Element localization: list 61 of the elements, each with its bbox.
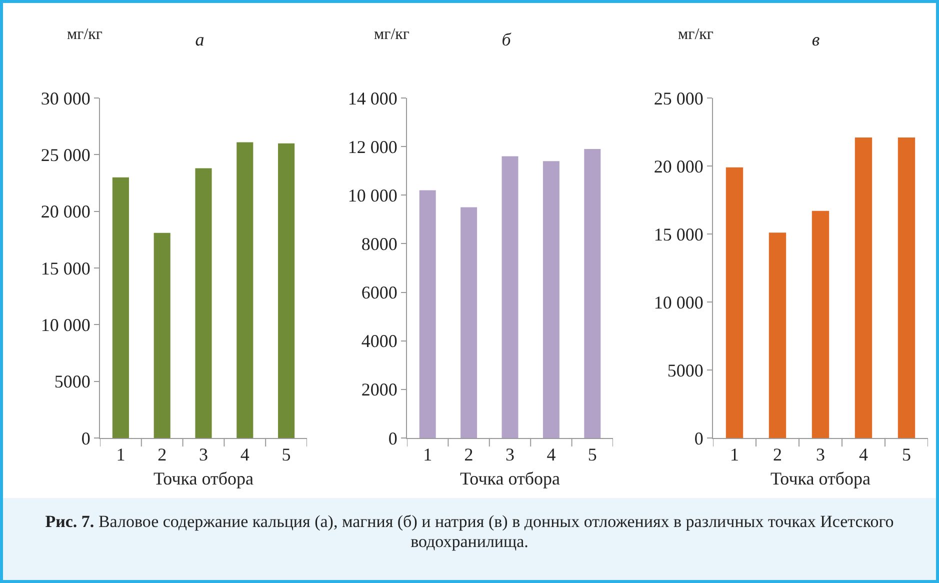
x-axis-title: Точка отбора — [770, 468, 870, 489]
x-tick-label: 3 — [199, 444, 208, 465]
y-tick-label: 8000 — [361, 234, 398, 254]
x-tick-label: 2 — [464, 444, 474, 465]
x-axis-title: Точка отбора — [154, 468, 254, 489]
bar — [460, 207, 478, 438]
x-tick-label: 2 — [158, 444, 167, 465]
bar — [502, 156, 518, 438]
bar — [768, 232, 786, 438]
bar — [898, 137, 916, 438]
y-tick-label: 5000 — [667, 360, 704, 380]
y-tick-label: 14 000 — [348, 88, 398, 108]
y-tick-label: 10 000 — [348, 185, 398, 206]
x-tick-label: 4 — [240, 444, 250, 465]
y-axis-title: мг/кг — [67, 26, 103, 43]
bar — [584, 149, 601, 438]
x-tick-label: 2 — [773, 444, 782, 465]
y-tick-label: 15 000 — [654, 224, 704, 244]
y-tick-label: 15 000 — [40, 258, 90, 278]
bar — [278, 143, 295, 438]
chart-title: б — [502, 30, 512, 50]
x-tick-label: 1 — [423, 444, 432, 465]
x-tick-label: 5 — [902, 444, 911, 465]
x-tick-label: 4 — [859, 444, 868, 465]
y-tick-label: 6000 — [361, 282, 398, 303]
bar — [236, 142, 254, 438]
x-tick-label: 4 — [546, 444, 556, 465]
y-tick-label: 10 000 — [40, 314, 90, 335]
x-tick-label: 3 — [816, 444, 825, 465]
bar — [812, 210, 830, 438]
y-axis-title: мг/кг — [678, 26, 714, 43]
x-tick-label: 1 — [116, 444, 126, 465]
chart-title: а — [195, 30, 204, 50]
bar — [854, 137, 872, 438]
y-tick-label: 0 — [81, 428, 90, 448]
y-tick-label: 30 000 — [40, 88, 90, 108]
bar — [112, 177, 129, 438]
y-tick-label: 0 — [388, 428, 398, 448]
text: Рис. 7. Валовое содержание кальция (а), магния (б) и натрия (в) в донных отложениях в различных точках Исетского водохранилища. — [45, 512, 894, 552]
x-tick-label: 1 — [730, 444, 739, 465]
y-tick-label: 0 — [694, 428, 704, 448]
y-axis-title: мг/кг — [374, 26, 410, 43]
bar — [154, 232, 170, 438]
x-axis-title: Точка отбора — [460, 468, 560, 489]
x-tick-label: 5 — [588, 444, 597, 465]
y-tick-label: 20 000 — [654, 156, 704, 176]
y-tick-label: 2000 — [361, 380, 398, 400]
y-tick-label: 12 000 — [348, 136, 398, 157]
y-tick-label: 5000 — [54, 372, 90, 392]
x-tick-label: 3 — [506, 444, 514, 465]
y-tick-label: 4000 — [361, 331, 398, 352]
bar — [195, 168, 212, 438]
y-tick-label: 25 000 — [40, 144, 90, 165]
bar — [419, 190, 436, 438]
bar — [726, 167, 744, 438]
chart-title: в — [812, 30, 820, 50]
y-tick-label: 20 000 — [40, 202, 90, 222]
bar — [542, 161, 560, 438]
x-tick-label: 5 — [282, 444, 291, 465]
y-tick-label: 25 000 — [654, 88, 704, 108]
y-tick-label: 10 000 — [654, 292, 704, 312]
